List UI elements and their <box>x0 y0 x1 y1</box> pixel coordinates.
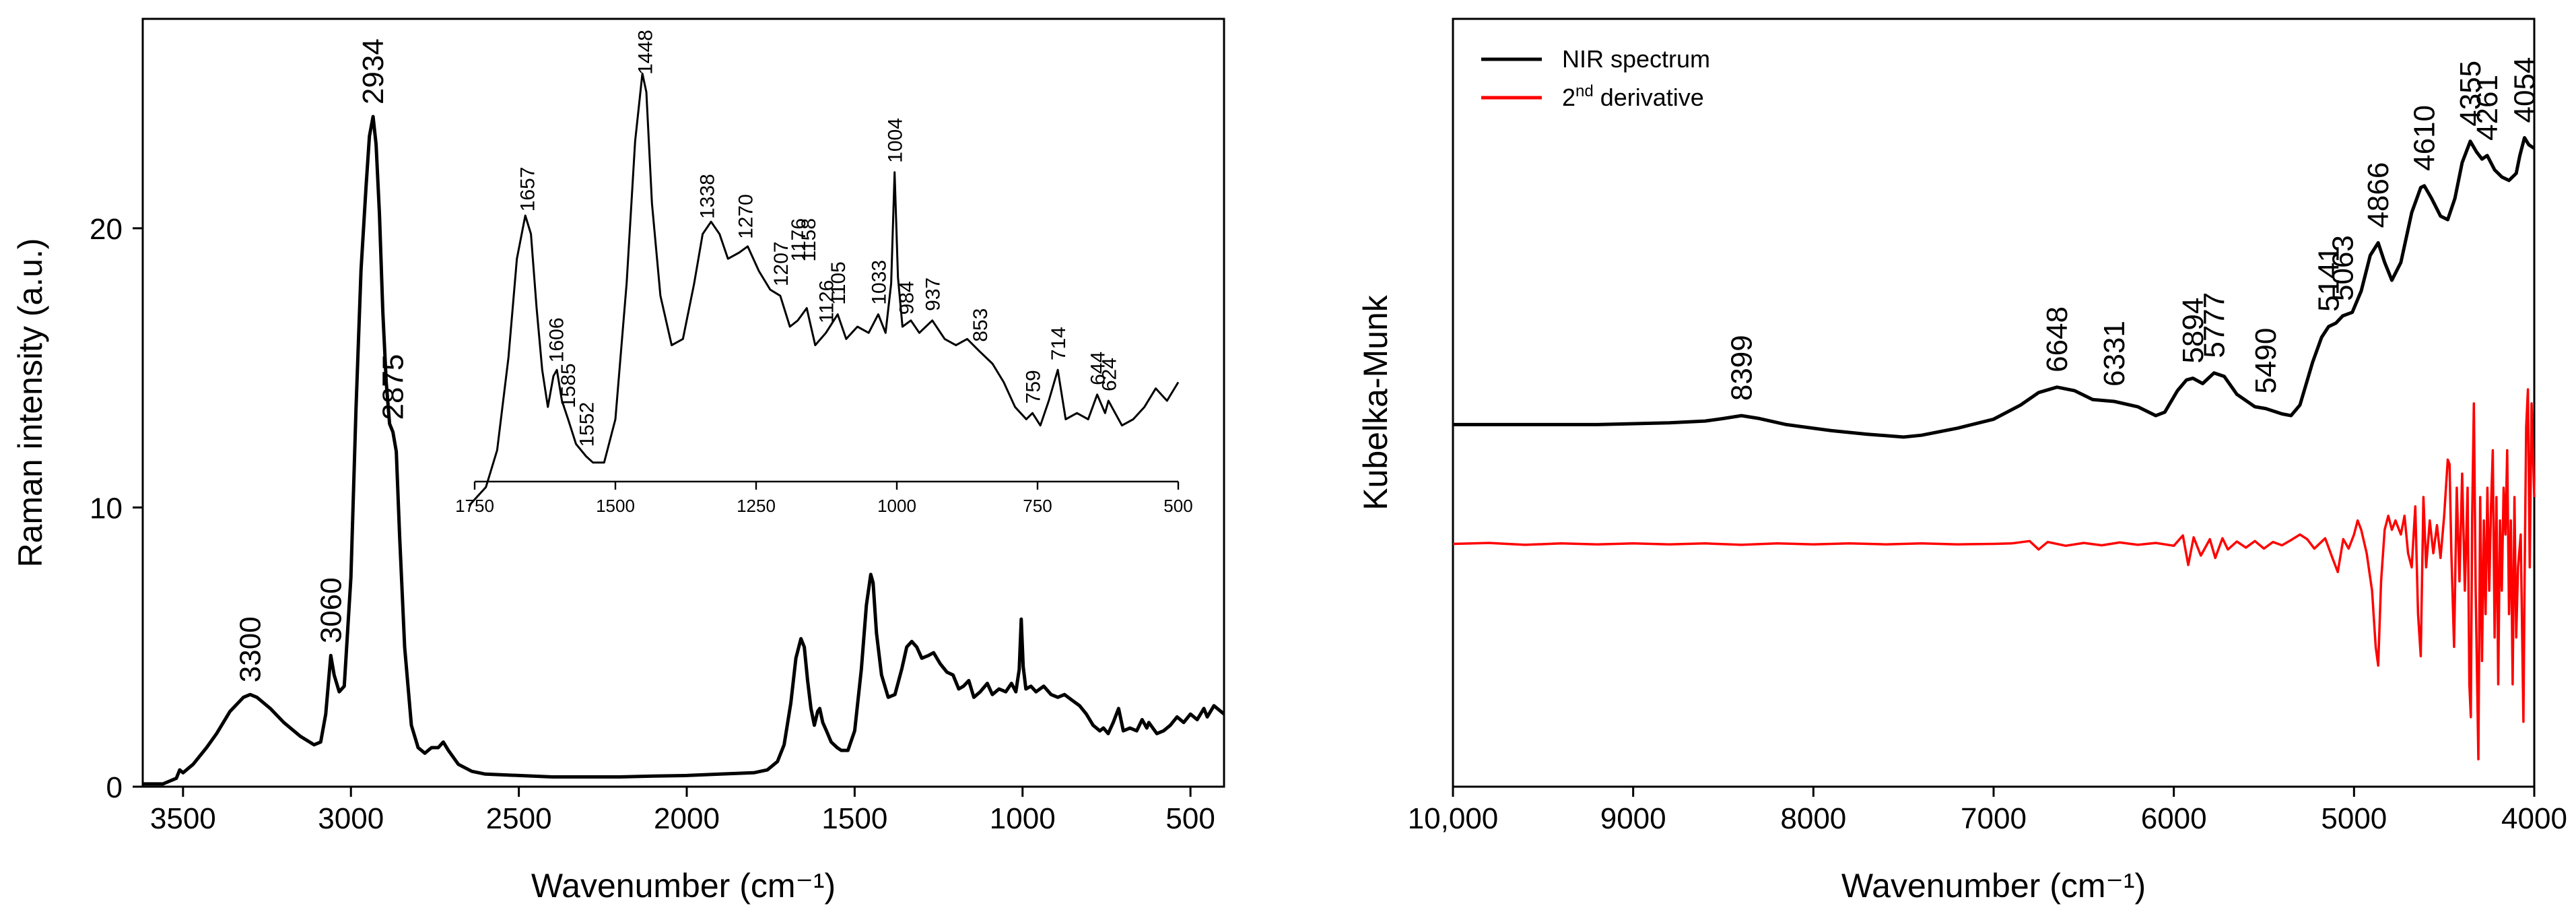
nir-peak-label-8399: 8399 <box>1726 335 1759 401</box>
raman-x-tick-label-3500: 3500 <box>150 802 216 835</box>
nir-peak-label-5063: 5063 <box>2326 235 2359 301</box>
nir-panel: 10,000 9000 8000 7000 6000 5000 4000 8399 6648 6… <box>1357 18 2567 905</box>
inset-peak-label-984: 984 <box>895 281 918 315</box>
nir-plot-frame <box>1452 18 2536 788</box>
legend-label-nir: NIR spectrum <box>1562 45 1710 73</box>
inset-peak-label-1158: 1158 <box>798 218 820 262</box>
raman-x-tick-label-1500: 1500 <box>821 802 887 835</box>
raman-y-tick-label-10: 10 <box>90 492 123 525</box>
raman-peak-label-3300: 3300 <box>234 616 267 682</box>
inset-peak-label-853: 853 <box>970 308 992 342</box>
inset-x-tick-label-1000: 1000 <box>877 496 916 516</box>
nir-derivative-line <box>1452 388 2536 760</box>
nir-peak-label-4261: 4261 <box>2471 75 2504 141</box>
inset-x-tick-label-750: 750 <box>1023 496 1052 516</box>
legend-derivative-main: 2 <box>1562 84 1575 111</box>
inset-x-ticks: 1750 1500 1250 1000 750 500 <box>455 482 1193 516</box>
nir-x-tick-label-10000: 10,000 <box>1408 802 1499 835</box>
inset-peak-label-714: 714 <box>1048 327 1070 360</box>
nir-peak-label-5141: 5141 <box>2313 246 2346 312</box>
inset-peak-label-644: 644 <box>1087 352 1110 385</box>
inset-x-tick-label-500: 500 <box>1163 496 1192 516</box>
raman-x-tick-label-2000: 2000 <box>654 802 720 835</box>
raman-x-axis-title: Wavenumber (cm⁻¹) <box>531 867 836 905</box>
inset-peak-label-1105: 1105 <box>827 261 850 305</box>
raman-panel: 3500 3000 2500 2000 1500 1000 500 0 10 20 3300 30… <box>11 18 1225 905</box>
raman-series-line <box>143 115 1225 786</box>
nir-series <box>1452 136 2536 760</box>
inset-x-tick-label-1250: 1250 <box>737 496 776 516</box>
nir-peak-label-4054: 4054 <box>2509 57 2542 123</box>
raman-peak-label-2934: 2934 <box>357 38 390 104</box>
legend-label-derivative: 2nd derivative <box>1562 82 1704 111</box>
nir-x-tick-label-7000: 7000 <box>1961 802 2027 835</box>
inset-series-line <box>468 72 1180 506</box>
nir-peak-label-5894: 5894 <box>2177 298 2210 364</box>
raman-y-ticks: 0 10 20 <box>90 213 143 804</box>
raman-y-axis-title: Raman intensity (a.u.) <box>11 238 49 567</box>
nir-x-tick-label-5000: 5000 <box>2321 802 2387 835</box>
raman-x-tick-label-3000: 3000 <box>318 802 384 835</box>
nir-x-ticks: 10,000 9000 8000 7000 6000 5000 4000 <box>1408 787 2567 835</box>
raman-peak-labels: 3300 3060 2934 2875 <box>234 38 410 682</box>
raman-inset: 1750 1500 1250 1000 750 500 16571606158515521… <box>455 30 1193 516</box>
nir-peak-label-4866: 4866 <box>2362 162 2395 228</box>
raman-peak-label-2875: 2875 <box>377 354 410 420</box>
inset-series <box>468 72 1180 506</box>
legend-derivative-rest: derivative <box>1594 84 1704 111</box>
nir-peak-label-6648: 6648 <box>2041 306 2074 372</box>
nir-peak-label-6331: 6331 <box>2098 321 2131 387</box>
nir-peak-label-5490: 5490 <box>2249 328 2282 394</box>
inset-peak-label-1552: 1552 <box>576 402 599 447</box>
nir-x-tick-label-4000: 4000 <box>2501 802 2567 835</box>
raman-y-tick-label-20: 20 <box>90 213 123 246</box>
raman-peak-label-3060: 3060 <box>314 577 347 643</box>
nir-spectrum-line <box>1453 136 2536 439</box>
raman-x-tick-label-2500: 2500 <box>486 802 552 835</box>
inset-x-tick-label-1500: 1500 <box>596 496 635 516</box>
raman-x-ticks: 3500 3000 2500 2000 1500 1000 500 <box>150 787 1215 835</box>
nir-x-tick-label-6000: 6000 <box>2141 802 2207 835</box>
inset-peak-label-1004: 1004 <box>885 118 907 163</box>
nir-peak-label-4610: 4610 <box>2408 105 2441 171</box>
inset-peak-label-759: 759 <box>1022 370 1044 403</box>
inset-peak-label-1207: 1207 <box>770 241 792 286</box>
nir-x-tick-label-9000: 9000 <box>1600 802 1666 835</box>
nir-legend: NIR spectrum 2nd derivative <box>1481 45 1710 111</box>
inset-peak-label-1126: 1126 <box>816 280 838 324</box>
nir-peak-label-5777: 5777 <box>2198 292 2231 358</box>
raman-y-tick-label-0: 0 <box>106 771 123 804</box>
legend-derivative-sup: nd <box>1575 82 1594 100</box>
nir-y-axis-title: Kubelka-Munk <box>1357 294 1394 511</box>
nir-peak-label-4355: 4355 <box>2454 61 2487 127</box>
raman-plot-frame <box>141 18 1225 788</box>
inset-peak-label-1176: 1176 <box>788 218 810 262</box>
inset-peak-label-1033: 1033 <box>868 260 890 305</box>
raman-series <box>143 115 1225 786</box>
inset-peak-label-1448: 1448 <box>634 30 656 75</box>
raman-x-tick-label-1000: 1000 <box>990 802 1056 835</box>
inset-peak-label-1338: 1338 <box>696 174 718 219</box>
inset-peak-label-1585: 1585 <box>557 363 580 408</box>
nir-x-axis-title: Wavenumber (cm⁻¹) <box>1841 867 2146 905</box>
inset-peak-label-624: 624 <box>1098 358 1120 391</box>
inset-peak-label-937: 937 <box>922 277 945 311</box>
inset-peak-label-1270: 1270 <box>735 194 757 239</box>
raman-x-tick-label-500: 500 <box>1165 802 1215 835</box>
inset-peak-label-1657: 1657 <box>517 167 539 212</box>
nir-x-tick-label-8000: 8000 <box>1780 802 1846 835</box>
inset-peak-label-1606: 1606 <box>545 317 568 362</box>
